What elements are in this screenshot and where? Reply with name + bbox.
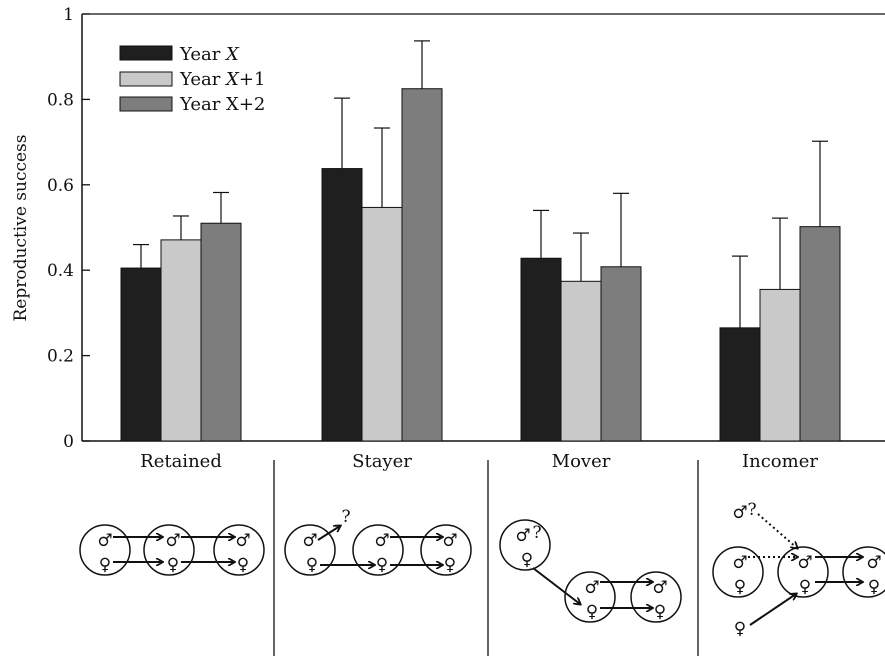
territory-circle: [842, 546, 885, 598]
female-symbol-icon: ♀: [444, 555, 456, 575]
legend-label-year-x-2: Year X+2: [179, 94, 265, 115]
category-labels: Retained Stayer Mover Incomer: [140, 451, 818, 472]
legend-label-year-x-1: Year X+1: [179, 69, 265, 90]
y-tick-label: 0.4: [47, 261, 74, 281]
territory-circle: [79, 524, 131, 576]
male-symbol-icon: ♂: [374, 531, 389, 551]
territory-circle: [284, 524, 336, 576]
error-bars: [133, 40, 828, 328]
male-symbol-icon: ♂: [515, 526, 530, 546]
female-symbol-icon: ♀: [868, 577, 880, 597]
bar: [361, 206, 403, 442]
legend-swatch-year-x: [119, 45, 173, 61]
legend-swatch-year-x-2: [119, 96, 173, 112]
bar: [560, 280, 602, 442]
male-symbol-icon: ♂: [165, 531, 180, 551]
territory-circle: [630, 571, 682, 623]
bar: [321, 168, 363, 442]
unknown-mark: ?: [747, 500, 756, 520]
female-symbol-icon: ♀: [654, 602, 666, 622]
territory-circle: [420, 524, 472, 576]
bar: [120, 267, 162, 442]
territory-circle: [712, 546, 764, 598]
male-symbol-icon: ♂: [797, 553, 812, 573]
legend: Year X Year X+1 Year X+2: [119, 44, 265, 115]
female-symbol-icon: ♀: [521, 550, 533, 570]
category-label: Mover: [552, 451, 611, 472]
female-symbol-icon: ♀: [734, 577, 746, 597]
female-symbol-icon: ♀: [376, 555, 388, 575]
bars: [120, 88, 841, 442]
territory-circle: [777, 546, 829, 598]
male-symbol-icon: ♂: [652, 578, 667, 598]
legend-swatch-year-x-1: [119, 71, 173, 87]
territory-circle: [143, 524, 195, 576]
female-symbol-icon: ♀: [167, 555, 179, 575]
male-symbol-icon: ♂: [442, 531, 457, 551]
y-tick-label: 1: [63, 5, 74, 25]
y-tick-label: 0: [63, 432, 74, 452]
female-symbol-icon: ♀: [306, 555, 318, 575]
territory-circle: [352, 524, 404, 576]
territory-circle: [213, 524, 265, 576]
bar: [719, 327, 761, 442]
arrow-icon: [749, 594, 796, 626]
dotted-arrow-icon: [757, 513, 797, 548]
y-ticks: 0 0.2 0.4 0.6 0.8 1: [47, 5, 90, 452]
y-tick-label: 0.8: [47, 90, 74, 110]
arrow-icon: [317, 526, 340, 541]
legend-label-year-x: Year X: [179, 44, 240, 65]
bar: [600, 266, 642, 442]
bar: [799, 226, 841, 442]
female-symbol-icon: ♀: [734, 619, 746, 639]
unknown-mark: ?: [532, 523, 541, 543]
bar: [759, 288, 801, 442]
category-label: Stayer: [352, 451, 412, 472]
y-axis-label: Reproductive success: [11, 134, 31, 321]
diagram-incomer: ♂ ? ♂ ♀ ♂ ♀ ♂ ♀ ♀: [712, 500, 885, 639]
diagram-mover: ♂ ? ♀ ♂ ♀ ♂ ♀: [499, 519, 682, 623]
male-symbol-icon: ♂: [97, 531, 112, 551]
y-tick-label: 0.2: [47, 347, 74, 367]
territory-circle: [499, 519, 551, 571]
bar: [401, 88, 443, 442]
bar: [200, 222, 242, 442]
bar: [520, 257, 562, 442]
bar: [160, 239, 202, 442]
female-symbol-icon: ♀: [99, 555, 111, 575]
y-tick-label: 0.6: [47, 176, 74, 196]
unknown-mark: ?: [341, 507, 350, 527]
female-symbol-icon: ♀: [586, 602, 598, 622]
female-symbol-icon: ♀: [799, 577, 811, 597]
category-label: Retained: [140, 451, 222, 472]
arrow-icon: [532, 567, 580, 604]
male-symbol-icon: ♂: [302, 531, 317, 551]
male-symbol-icon: ♂: [866, 553, 881, 573]
territory-diagrams: ♂ ♀ ♂ ♀ ♂ ♀ ♂ ♀ ♂ ♀ ♂ ♀ ?: [79, 500, 885, 639]
diagram-retained: ♂ ♀ ♂ ♀ ♂ ♀: [79, 524, 265, 576]
male-symbol-icon: ♂: [235, 531, 250, 551]
territory-circle: [564, 571, 616, 623]
male-symbol-icon: ♂: [732, 503, 747, 523]
category-label: Incomer: [742, 451, 818, 472]
male-symbol-icon: ♂: [584, 578, 599, 598]
male-symbol-icon: ♂: [732, 553, 747, 573]
female-symbol-icon: ♀: [237, 555, 249, 575]
diagram-stayer: ♂ ♀ ♂ ♀ ♂ ♀ ?: [284, 507, 472, 576]
